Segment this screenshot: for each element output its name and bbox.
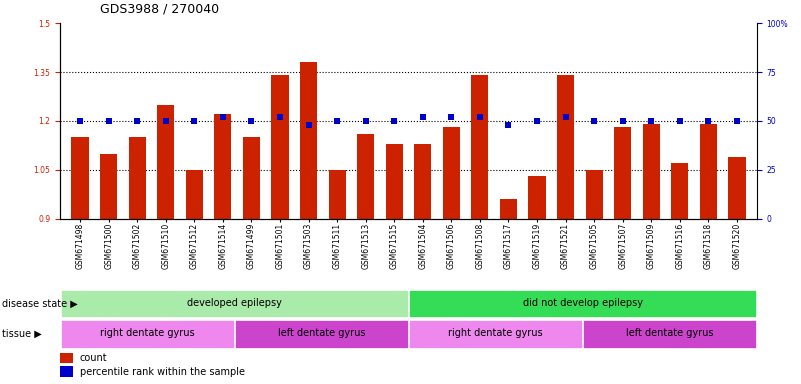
Point bbox=[702, 118, 714, 124]
Bar bbox=[583, 320, 756, 348]
Bar bbox=[357, 134, 374, 384]
Point bbox=[188, 118, 201, 124]
Bar bbox=[385, 144, 403, 384]
Bar bbox=[60, 366, 73, 377]
Text: developed epilepsy: developed epilepsy bbox=[187, 298, 282, 308]
Text: count: count bbox=[79, 353, 107, 363]
Text: disease state ▶: disease state ▶ bbox=[2, 298, 78, 308]
Point bbox=[445, 114, 457, 120]
Bar bbox=[71, 137, 89, 384]
Point bbox=[417, 114, 429, 120]
Bar bbox=[409, 320, 582, 348]
Bar bbox=[215, 114, 231, 384]
Point bbox=[731, 118, 743, 124]
Bar bbox=[328, 170, 346, 384]
Text: right dentate gyrus: right dentate gyrus bbox=[100, 328, 195, 338]
Bar bbox=[671, 164, 688, 384]
Bar bbox=[100, 154, 117, 384]
Point bbox=[473, 114, 486, 120]
Bar bbox=[642, 124, 660, 384]
Point bbox=[274, 114, 287, 120]
Bar bbox=[186, 170, 203, 384]
Bar bbox=[60, 353, 73, 363]
Bar bbox=[614, 127, 631, 384]
Bar bbox=[61, 320, 234, 348]
Text: right dentate gyrus: right dentate gyrus bbox=[449, 328, 543, 338]
Bar bbox=[414, 144, 432, 384]
Point bbox=[559, 114, 572, 120]
Text: GDS3988 / 270040: GDS3988 / 270040 bbox=[100, 2, 219, 15]
Point bbox=[245, 118, 258, 124]
Bar bbox=[557, 75, 574, 384]
Bar bbox=[243, 137, 260, 384]
Bar bbox=[157, 104, 175, 384]
Point bbox=[74, 118, 87, 124]
Bar bbox=[529, 177, 545, 384]
Bar bbox=[272, 75, 288, 384]
Bar bbox=[728, 157, 746, 384]
Bar bbox=[409, 290, 756, 317]
Bar bbox=[129, 137, 146, 384]
Point bbox=[674, 118, 686, 124]
Point bbox=[530, 118, 543, 124]
Bar bbox=[443, 127, 460, 384]
Text: left dentate gyrus: left dentate gyrus bbox=[278, 328, 365, 338]
Bar bbox=[61, 290, 408, 317]
Point bbox=[159, 118, 172, 124]
Point bbox=[360, 118, 372, 124]
Bar bbox=[235, 320, 408, 348]
Point bbox=[131, 118, 143, 124]
Point bbox=[645, 118, 658, 124]
Point bbox=[388, 118, 400, 124]
Bar bbox=[471, 75, 489, 384]
Text: tissue ▶: tissue ▶ bbox=[2, 329, 42, 339]
Bar bbox=[700, 124, 717, 384]
Text: did not develop epilepsy: did not develop epilepsy bbox=[523, 298, 642, 308]
Text: percentile rank within the sample: percentile rank within the sample bbox=[79, 367, 244, 377]
Bar bbox=[500, 199, 517, 384]
Text: left dentate gyrus: left dentate gyrus bbox=[626, 328, 714, 338]
Point bbox=[331, 118, 344, 124]
Point bbox=[616, 118, 629, 124]
Bar bbox=[586, 170, 602, 384]
Point bbox=[216, 114, 229, 120]
Point bbox=[502, 122, 515, 128]
Point bbox=[302, 122, 315, 128]
Bar bbox=[300, 62, 317, 384]
Point bbox=[588, 118, 601, 124]
Point bbox=[103, 118, 115, 124]
